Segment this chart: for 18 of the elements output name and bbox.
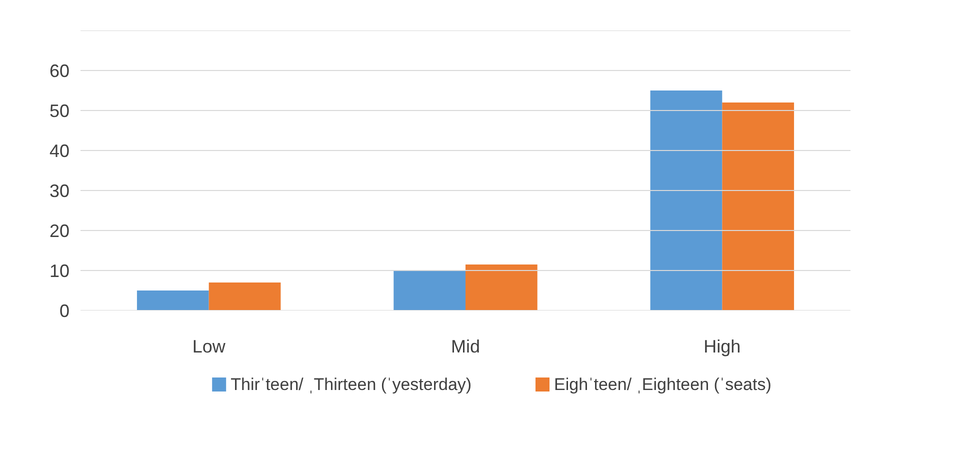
x-tick-label: High xyxy=(704,336,741,356)
y-tick-label: 10 xyxy=(49,261,70,281)
x-tick-label: Low xyxy=(192,336,226,356)
bar xyxy=(650,90,722,310)
y-tick-label: 20 xyxy=(49,221,70,241)
bar xyxy=(466,264,538,310)
y-tick-label: 30 xyxy=(49,181,70,201)
legend-label: Thirˈteen/ ˌThirteen (ˈyesterday) xyxy=(230,375,472,394)
y-tick-label: 60 xyxy=(49,61,70,81)
y-tick-label: 0 xyxy=(59,301,70,321)
bar xyxy=(394,270,466,310)
y-tick-label: 40 xyxy=(49,141,70,161)
y-tick-label: 50 xyxy=(49,101,70,121)
bar xyxy=(722,102,794,310)
legend-label: Eighˈteen/ ˌEighteen (ˈseats) xyxy=(554,375,772,394)
x-tick-label: Mid xyxy=(451,336,480,356)
bar xyxy=(136,290,209,310)
bar xyxy=(208,282,281,310)
